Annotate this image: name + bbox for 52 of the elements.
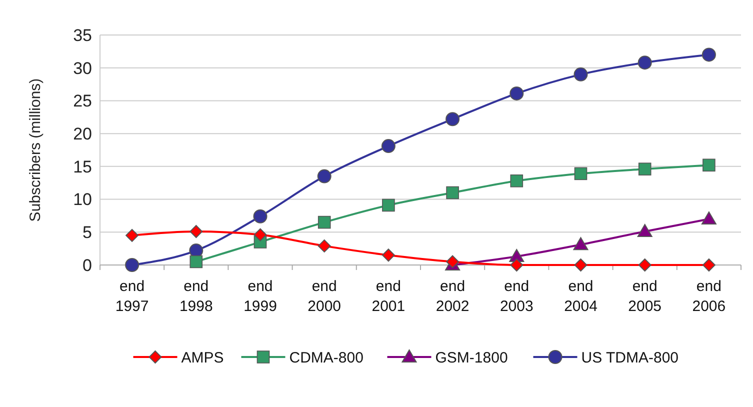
point — [125, 258, 140, 272]
legend-label: CDMA-800 — [289, 349, 364, 366]
point — [637, 224, 652, 237]
point — [318, 216, 331, 229]
point — [638, 56, 652, 70]
point — [702, 48, 716, 62]
x-tick-label: end 1997 — [115, 278, 149, 315]
point — [382, 198, 395, 212]
point — [701, 212, 716, 224]
x-tick-label: end 1998 — [179, 278, 213, 315]
y-axis-title: Subscribers (millions) — [27, 78, 44, 222]
y-tick-label: 25 — [73, 92, 92, 111]
point — [190, 224, 203, 238]
legend-label: US TDMA-800 — [581, 349, 679, 366]
y-tick-label: 10 — [73, 190, 92, 210]
point — [510, 258, 524, 272]
y-tick-label: 15 — [73, 157, 92, 176]
point — [510, 174, 524, 188]
legend-label: GSM-1800 — [435, 349, 508, 366]
x-tick-label: end 2005 — [628, 278, 662, 315]
x-tick-label: end 2003 — [500, 278, 534, 315]
point — [574, 67, 588, 82]
point — [638, 162, 652, 176]
x-tick-label: end 2006 — [692, 278, 726, 315]
point — [382, 248, 395, 262]
y-tick-label: 35 — [73, 26, 92, 45]
y-tick-label: 30 — [73, 58, 92, 78]
point — [190, 255, 203, 268]
point — [381, 139, 396, 154]
point — [318, 239, 331, 252]
point — [446, 186, 459, 200]
point — [702, 158, 716, 172]
point — [446, 112, 460, 126]
point — [253, 209, 268, 224]
point — [702, 258, 716, 272]
point — [574, 167, 588, 180]
point — [126, 228, 139, 242]
legend-label: AMPS — [181, 349, 224, 366]
point — [510, 86, 524, 100]
x-tick-label: end 2002 — [436, 278, 470, 315]
x-tick-label: end 1999 — [244, 278, 277, 315]
point — [574, 258, 588, 272]
y-tick-label: 5 — [82, 223, 92, 242]
x-tick-label: end 2001 — [372, 278, 406, 315]
y-tick-label: 0 — [82, 256, 92, 275]
point — [254, 228, 267, 242]
point — [638, 258, 652, 272]
x-tick-label: end 2004 — [564, 278, 598, 315]
point — [573, 237, 588, 250]
y-tick-label: 20 — [73, 124, 92, 144]
x-tick-label: end 2000 — [308, 278, 342, 315]
point — [317, 169, 332, 184]
